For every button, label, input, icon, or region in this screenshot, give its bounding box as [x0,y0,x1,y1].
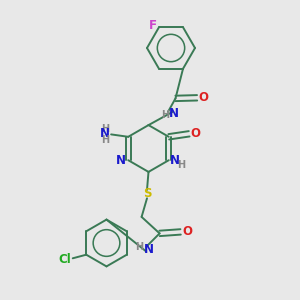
Text: H: H [101,124,109,134]
Text: H: H [177,160,185,170]
Text: N: N [168,107,178,120]
Text: H: H [135,242,144,253]
Text: N: N [116,154,126,167]
Text: O: O [182,225,192,239]
Text: N: N [170,154,180,167]
Text: F: F [148,19,156,32]
Text: N: N [100,127,110,140]
Text: Cl: Cl [58,253,71,266]
Text: O: O [191,127,201,140]
Text: O: O [199,91,209,104]
Text: N: N [143,243,154,256]
Text: S: S [143,187,151,200]
Text: H: H [161,110,169,120]
Text: H: H [101,135,109,145]
